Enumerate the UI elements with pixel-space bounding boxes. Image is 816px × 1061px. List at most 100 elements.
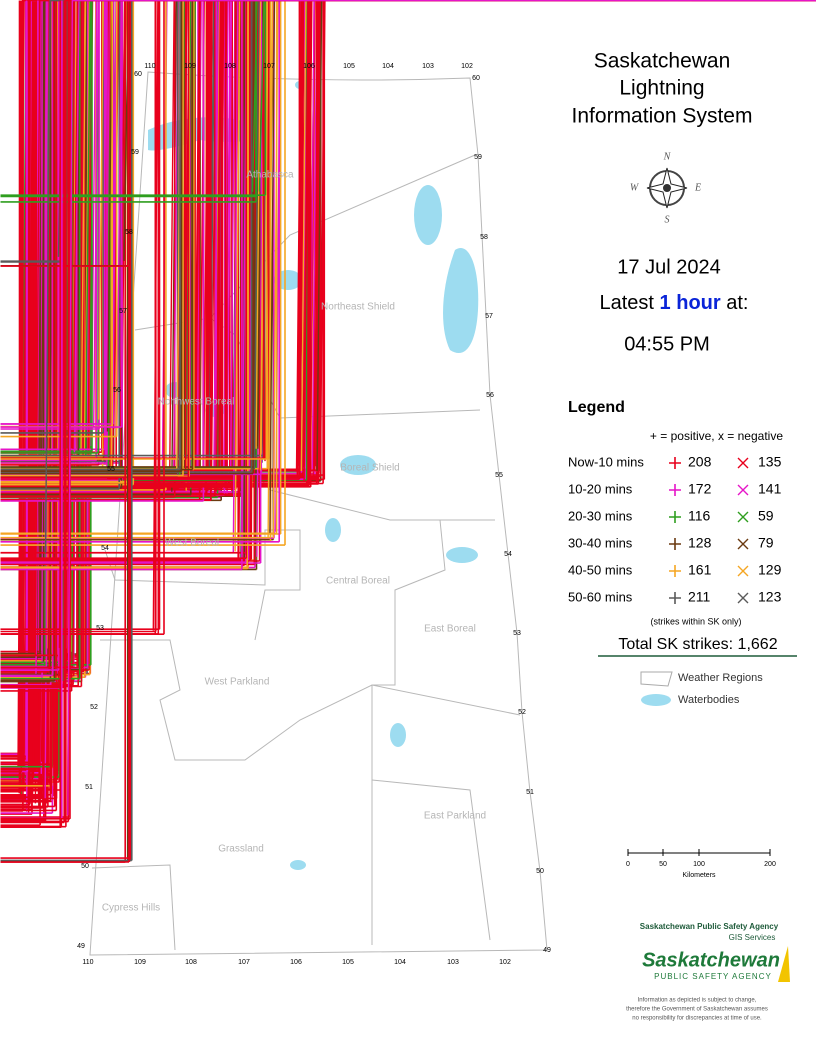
latitude-label: 57 xyxy=(485,313,493,320)
legend-negative-count: 141 xyxy=(758,481,782,497)
legend-negative-symbol xyxy=(738,485,748,495)
longitude-label: 105 xyxy=(343,63,355,70)
time: 04:55 PM xyxy=(624,333,710,355)
latitude-label: 60 xyxy=(134,71,142,78)
latitude-label: 54 xyxy=(504,551,512,558)
strike-symbol xyxy=(60,1,653,648)
latitude-label: 52 xyxy=(90,704,98,711)
strike-symbol xyxy=(315,1,486,481)
strike-symbol xyxy=(47,1,653,649)
strike-symbol xyxy=(62,1,658,654)
longitude-label: 110 xyxy=(82,959,93,966)
longitude-label: 102 xyxy=(499,959,511,966)
legend-positive-count: 172 xyxy=(688,481,712,497)
latitude-label: 56 xyxy=(113,387,121,394)
legend-footnote: (strikes within SK only) xyxy=(650,616,741,626)
compass: N E S W xyxy=(630,151,701,225)
strike-symbol xyxy=(310,1,473,470)
longitude-label: 109 xyxy=(134,959,146,966)
strike-symbol xyxy=(53,1,659,655)
strike-symbol xyxy=(300,1,482,478)
region-label: Athabasca xyxy=(246,170,294,181)
strike-symbol xyxy=(320,1,477,473)
latitude-label: 58 xyxy=(125,229,133,236)
latitude-label: 58 xyxy=(480,234,488,241)
strike-symbol xyxy=(317,1,473,469)
legend-negative-symbol xyxy=(738,593,748,603)
strike-symbol xyxy=(305,1,471,467)
legend-label: 10-20 mins xyxy=(568,481,633,496)
region-label: Boreal Shield xyxy=(340,463,399,474)
agency-name: Saskatchewan Public Safety Agency xyxy=(640,922,779,931)
region-label: West Boreal xyxy=(165,538,219,549)
strike-symbol xyxy=(313,1,483,479)
strike-symbol xyxy=(301,1,483,479)
legend-positive-symbol xyxy=(669,538,681,550)
legend-positive-symbol xyxy=(669,511,681,523)
compass-label: S xyxy=(665,214,670,225)
strike-symbol xyxy=(314,1,474,470)
legend-negative-symbol xyxy=(738,458,748,468)
latitude-label: 53 xyxy=(513,630,521,637)
strike-symbol xyxy=(317,1,475,471)
longitude-label: 107 xyxy=(238,959,250,966)
longitude-label: 104 xyxy=(394,959,406,966)
strike-symbol xyxy=(43,1,657,653)
legend-negative-symbol xyxy=(738,512,748,522)
latest-hour: Latest 1 hour at: xyxy=(600,292,749,314)
strike-symbol xyxy=(320,1,477,473)
latitude-label: 55 xyxy=(495,472,503,479)
strike-symbol xyxy=(311,1,475,471)
region-label: Grassland xyxy=(218,844,264,855)
region-label: Central Boreal xyxy=(326,576,390,587)
legend-negative-count: 123 xyxy=(758,589,782,605)
strike-symbol xyxy=(302,1,470,466)
title-line: Saskatchewan xyxy=(594,50,731,73)
legend-positive-count: 116 xyxy=(688,508,711,524)
latitude-label: 50 xyxy=(81,863,89,870)
strike-symbol xyxy=(301,1,472,468)
title-block: Saskatchewan Lightning Information Syste… xyxy=(572,50,753,128)
strike-symbol xyxy=(250,1,491,486)
legend-positive-count: 128 xyxy=(688,535,712,551)
disclaimer: Information as depicted is subject to ch… xyxy=(638,998,757,1004)
strike-symbol xyxy=(310,1,480,476)
strike-symbol xyxy=(301,1,477,473)
legend-positive-symbol xyxy=(669,484,681,496)
longitude-label: 105 xyxy=(342,959,354,966)
strike-symbol xyxy=(307,1,485,481)
longitude-label: 108 xyxy=(185,959,197,966)
latitude-label: 54 xyxy=(101,545,109,552)
region-label: Northwest Boreal xyxy=(158,397,235,408)
date: 17 Jul 2024 xyxy=(617,256,720,278)
legend-positive-count: 208 xyxy=(688,454,712,470)
latitude-label: 51 xyxy=(526,789,534,796)
longitude-label: 110 xyxy=(144,63,155,70)
disclaimer: no responsibility for discrepancies at t… xyxy=(632,1016,762,1022)
latitude-label: 57 xyxy=(119,308,127,315)
compass-label: N xyxy=(663,151,672,162)
waterbodies-swatch xyxy=(641,694,671,706)
legend-positive-count: 161 xyxy=(688,562,712,578)
strike-symbol xyxy=(254,1,474,470)
latest-highlight: 1 hour xyxy=(660,292,721,314)
strike-symbol xyxy=(63,1,654,650)
legend-label: 30-40 mins xyxy=(568,535,633,550)
waterbodies-legend: Waterbodies xyxy=(678,694,740,706)
longitude-label: 106 xyxy=(290,959,302,966)
legend-label: 40-50 mins xyxy=(568,562,633,577)
strike-symbol xyxy=(310,1,486,481)
legend-label: 50-60 mins xyxy=(568,589,633,604)
legend-negative-symbol xyxy=(738,566,748,576)
compass-label: W xyxy=(630,182,640,193)
latitude-label: 59 xyxy=(474,154,482,161)
longitude-label: 107 xyxy=(263,63,275,70)
strike-symbol xyxy=(312,1,473,470)
total-strikes: Total SK strikes: 1,662 xyxy=(618,636,777,653)
scale-tick: 50 xyxy=(659,861,667,868)
strike-symbol xyxy=(316,1,471,467)
strike-symbol xyxy=(304,1,479,475)
longitude-label: 106 xyxy=(303,63,315,70)
disclaimer: therefore the Government of Saskatchewan… xyxy=(626,1007,768,1013)
